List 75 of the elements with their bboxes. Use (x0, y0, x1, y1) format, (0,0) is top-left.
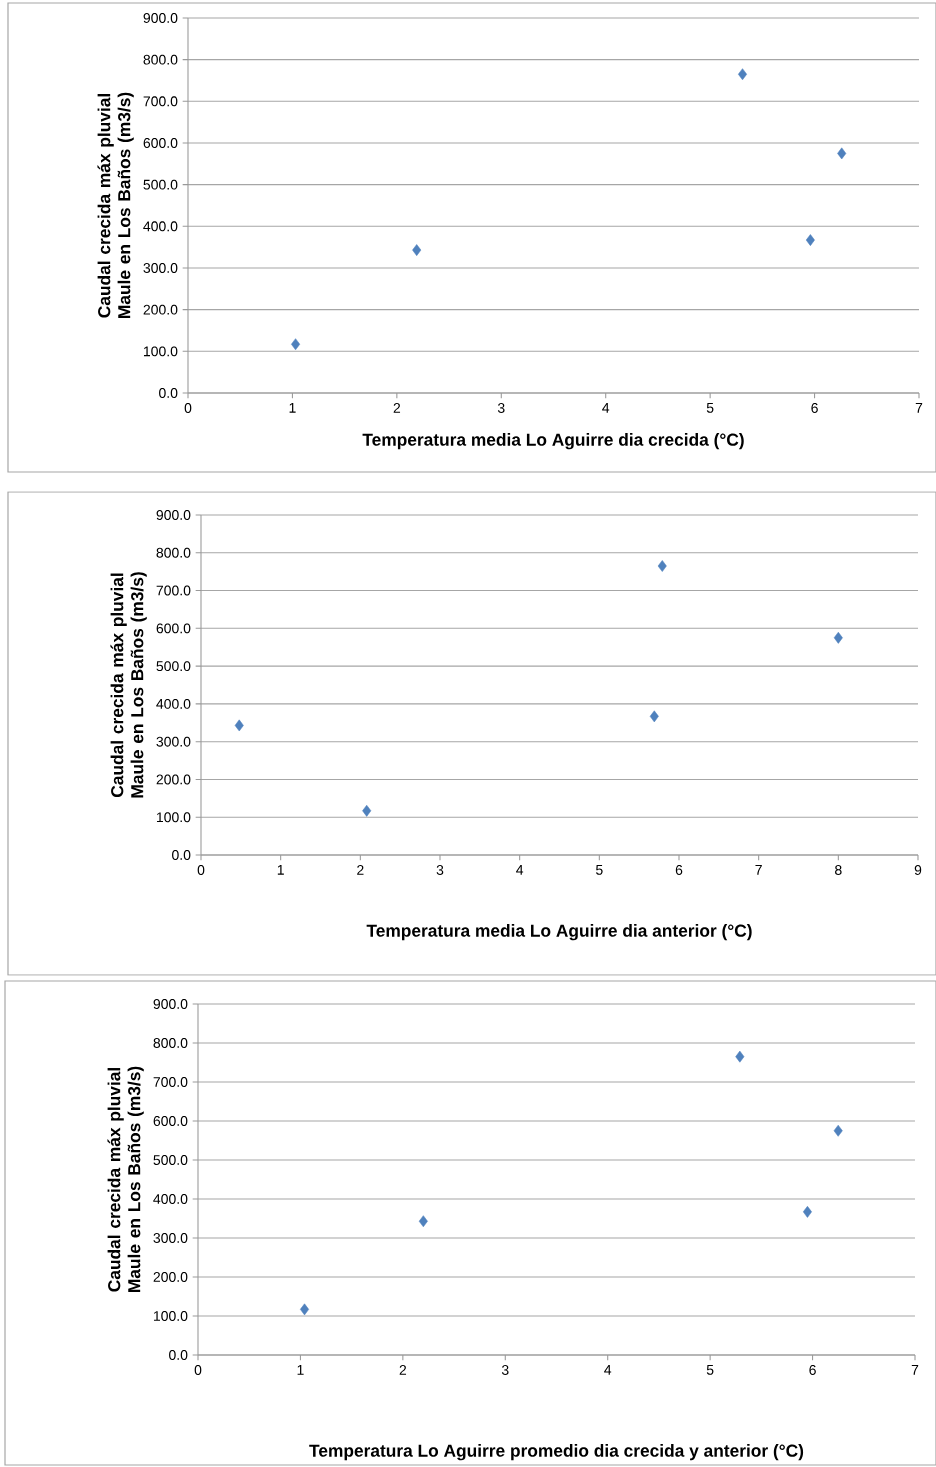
x-tick-label: 5 (706, 403, 714, 413)
y-tick-label: 600.0 (153, 1116, 188, 1126)
y-tick-label: 400.0 (153, 1194, 188, 1204)
y-tick-label: 200.0 (153, 1272, 188, 1282)
x-tick-label: 5 (596, 865, 603, 875)
point (833, 631, 843, 644)
x-tick-label: 0 (197, 865, 205, 875)
x-axis-title: Temperatura media Lo Aguirre dia crecida (°C) (362, 433, 744, 450)
y-tick-label: 500.0 (153, 1155, 188, 1165)
point (657, 560, 667, 572)
x-tick-label: 2 (357, 865, 364, 875)
y-tick-label: 700.0 (143, 96, 178, 107)
x-tick-label: 7 (915, 403, 923, 413)
x-axis-title: Temperatura Lo Aguirre promedio dia crecida y anterior (°C) (309, 1444, 804, 1461)
x-tick-label: 1 (297, 1365, 304, 1375)
y-axis-title: Caudal crecida máx pluvial Maule en Los Baños (m3/s) (97, 92, 134, 318)
y-tick-label: 800.0 (143, 54, 178, 65)
x-tick-label: 3 (497, 403, 505, 413)
y-tick-label: 500.0 (156, 661, 191, 672)
y-tick-label: 100.0 (143, 346, 178, 357)
y-tick-label: 700.0 (156, 585, 191, 596)
x-tick-label: 9 (914, 865, 922, 875)
x-tick-label: 1 (277, 865, 284, 875)
y-tick-label: 0.0 (159, 388, 178, 398)
y-tick-label: 100.0 (156, 812, 191, 823)
y-tick-label: 500.0 (143, 179, 178, 190)
x-tick-label: 7 (755, 865, 762, 875)
y-tick-label: 400.0 (156, 698, 191, 709)
point (833, 1124, 843, 1137)
x-tick-label: 6 (675, 865, 683, 875)
y-tick-label: 0.0 (169, 1350, 188, 1360)
x-tick-label: 3 (436, 865, 444, 875)
x-tick-label: 7 (911, 1365, 919, 1375)
y-tick-label: 900.0 (153, 999, 188, 1009)
point (805, 234, 815, 246)
x-tick-label: 4 (602, 403, 610, 413)
y-tick-label: 800.0 (156, 547, 191, 558)
point (837, 147, 847, 160)
point (362, 804, 372, 817)
point (412, 244, 422, 256)
x-axis-title: Temperatura media Lo Aguirre dia anterior (°C) (366, 924, 752, 941)
x-tick-label: 1 (289, 403, 296, 413)
point (234, 719, 244, 732)
y-tick-label: 300.0 (156, 736, 191, 747)
y-tick-label: 200.0 (143, 304, 178, 315)
x-tick-label: 6 (811, 403, 818, 413)
y-tick-label: 100.0 (153, 1311, 188, 1321)
x-tick-label: 5 (706, 1365, 714, 1375)
point (649, 710, 659, 723)
y-tick-label: 400.0 (143, 221, 178, 232)
x-tick-label: 0 (184, 403, 192, 413)
y-tick-label: 700.0 (153, 1077, 188, 1087)
y-tick-label: 300.0 (153, 1233, 188, 1243)
point (802, 1206, 812, 1218)
x-tick-label: 2 (393, 403, 401, 413)
x-tick-label: 8 (835, 865, 842, 875)
x-tick-label: 0 (194, 1365, 202, 1375)
y-tick-label: 600.0 (156, 623, 191, 634)
y-tick-label: 200.0 (156, 774, 191, 785)
y-tick-label: 800.0 (153, 1038, 188, 1048)
x-tick-label: 4 (516, 865, 524, 875)
point (735, 1050, 745, 1063)
x-tick-label: 4 (604, 1365, 612, 1375)
y-tick-label: 900.0 (156, 510, 191, 520)
x-tick-label: 3 (501, 1365, 509, 1375)
point (291, 338, 301, 351)
y-tick-label: 300.0 (143, 263, 178, 273)
y-tick-label: 0.0 (172, 850, 191, 860)
y-axis-title: Caudal crecida máx pluvial Maule en Los Baños (m3/s) (110, 572, 147, 798)
y-tick-label: 600.0 (143, 138, 178, 148)
x-tick-label: 2 (399, 1365, 407, 1375)
point (418, 1215, 428, 1228)
y-axis-title: Caudal crecida máx pluvial Maule en Los Baños (m3/s) (107, 1066, 144, 1292)
y-tick-label: 900.0 (143, 13, 178, 23)
x-tick-label: 6 (809, 1365, 816, 1375)
